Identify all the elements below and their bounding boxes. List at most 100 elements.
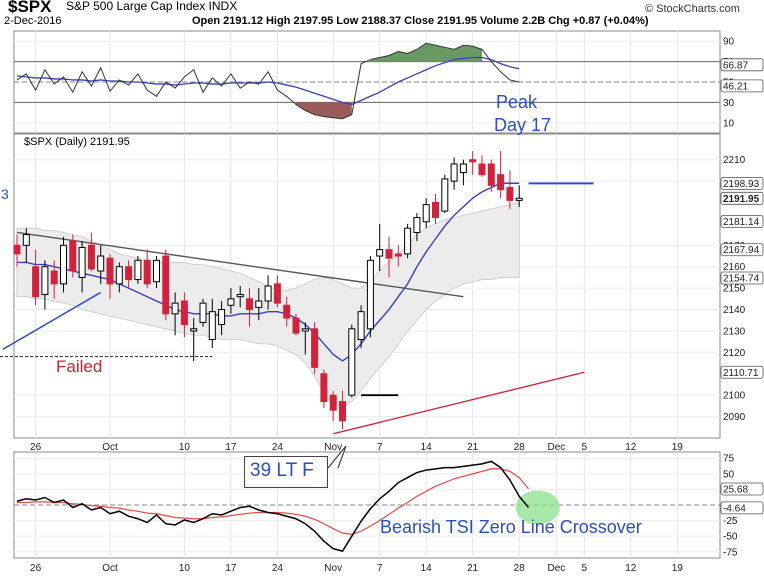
candle-body — [357, 311, 365, 341]
candle-body — [376, 249, 384, 257]
price-tick-label: 2090 — [723, 412, 746, 423]
candle-body — [227, 298, 235, 306]
ohlc-readout: Open 2191.12 High 2197.95 Low 2188.37 Cl… — [192, 15, 649, 27]
candle-body — [487, 163, 495, 186]
candle-body — [87, 244, 95, 270]
brand-watermark: © StockCharts.com — [645, 3, 740, 15]
candle-body — [329, 394, 337, 411]
candle-body — [22, 234, 30, 246]
rsi-value-box — [720, 58, 764, 72]
x-axis-label: Nov — [324, 442, 342, 453]
candle-body — [301, 328, 309, 332]
candle-body — [394, 253, 402, 257]
price-value-box — [720, 271, 764, 285]
tsi-tick-label: -75 — [723, 547, 738, 558]
candle-body — [60, 244, 67, 285]
rsi-value-label: 66.87 — [723, 60, 748, 71]
tsi-tick-label: -25 — [723, 516, 738, 527]
candle-body — [348, 328, 356, 396]
candle-body — [366, 259, 374, 330]
candle-body — [50, 270, 58, 285]
candle-body — [208, 311, 216, 341]
price-value-label: 2167.94 — [723, 245, 760, 256]
peak-annotation-line2: Day 17 — [494, 115, 552, 135]
candle-body — [13, 244, 21, 255]
candle-body — [143, 259, 151, 285]
candle-body — [162, 255, 170, 315]
x-axis-label: 19 — [672, 442, 684, 453]
price-value-box — [720, 365, 764, 379]
tsi-line — [16, 460, 530, 553]
candle-body — [97, 255, 105, 272]
x-axis-label-bottom: 19 — [672, 563, 684, 574]
tsi-value-box — [720, 482, 764, 496]
x-axis-label: 5 — [582, 442, 588, 453]
tsi-tick-label: 50 — [723, 469, 735, 480]
price-value-box — [720, 243, 764, 257]
tsi-value-label: 25.68 — [723, 484, 748, 495]
price-tick-label: 2210 — [723, 155, 746, 166]
x-axis-label: 7 — [377, 442, 383, 453]
candle-body — [497, 174, 505, 191]
chart-symbol: $SPX — [8, 0, 52, 16]
candle-body — [469, 159, 477, 163]
x-axis-label: 26 — [30, 442, 42, 453]
candle-body — [106, 257, 114, 285]
tsi-value-box — [720, 501, 764, 515]
x-axis-label-bottom: 24 — [272, 563, 284, 574]
candle-body — [236, 294, 244, 298]
candle-body — [153, 259, 160, 283]
cycle-annotation-box: 39 LT F — [244, 456, 328, 488]
x-axis-label: 14 — [421, 442, 433, 453]
candle-body — [311, 328, 319, 368]
tsi-tick-label: -50 — [723, 532, 738, 543]
x-axis-label-bottom: 17 — [225, 563, 237, 574]
candle-body — [385, 249, 393, 259]
cycle-callout-pointer — [327, 445, 347, 469]
candle-body — [190, 328, 198, 332]
candle-body — [264, 285, 272, 302]
price-value-box — [720, 215, 764, 228]
candle-body — [441, 178, 449, 212]
candle-body — [432, 202, 439, 218]
rsi-ma-line — [16, 56, 520, 106]
peak-annotation-line1: Peak — [496, 92, 538, 112]
x-axis-label: 24 — [272, 442, 284, 453]
candle-body — [134, 259, 142, 281]
price-value-box — [720, 191, 764, 205]
x-axis-label-bottom: 28 — [514, 563, 526, 574]
x-axis-label: 28 — [514, 442, 526, 453]
x-axis-label: Dec — [548, 442, 566, 453]
rsi-tick-label: 90 — [723, 37, 735, 48]
x-axis-label-bottom: Dec — [548, 563, 566, 574]
x-axis-label: 12 — [625, 442, 637, 453]
rsi-line — [16, 42, 520, 120]
price-value-label: 2110.71 — [723, 368, 759, 379]
x-axis-label: Oct — [102, 442, 118, 453]
candle-body — [218, 309, 226, 326]
candle-body — [199, 302, 207, 323]
x-axis-label-bottom: 26 — [30, 563, 42, 574]
rsi-value-box — [720, 79, 764, 93]
candle-body — [41, 266, 49, 296]
candle-body — [515, 197, 523, 201]
price-panel-label: $SPX (Daily) 2191.95 — [24, 136, 130, 148]
price-value-label: 2198.93 — [723, 179, 760, 190]
left-edge-label: 3 — [1, 186, 9, 202]
candle-body — [478, 163, 486, 176]
candle-body — [339, 401, 346, 422]
price-value-label: 2181.14 — [723, 217, 760, 228]
rsi-oversold-fill — [296, 102, 352, 119]
rsi-tick-label: 30 — [723, 98, 735, 109]
candle-body — [506, 187, 514, 201]
price-tick-label: 2130 — [723, 326, 746, 337]
chart-security-name: S&P 500 Large Cap Index INDX — [66, 0, 238, 13]
support-line — [2, 291, 102, 350]
x-axis-label-bottom: 12 — [625, 563, 637, 574]
candle-body — [292, 317, 300, 334]
candle-body — [422, 204, 430, 223]
ma200-line — [333, 371, 585, 435]
candle-body — [125, 266, 133, 281]
candle-body — [320, 373, 328, 403]
